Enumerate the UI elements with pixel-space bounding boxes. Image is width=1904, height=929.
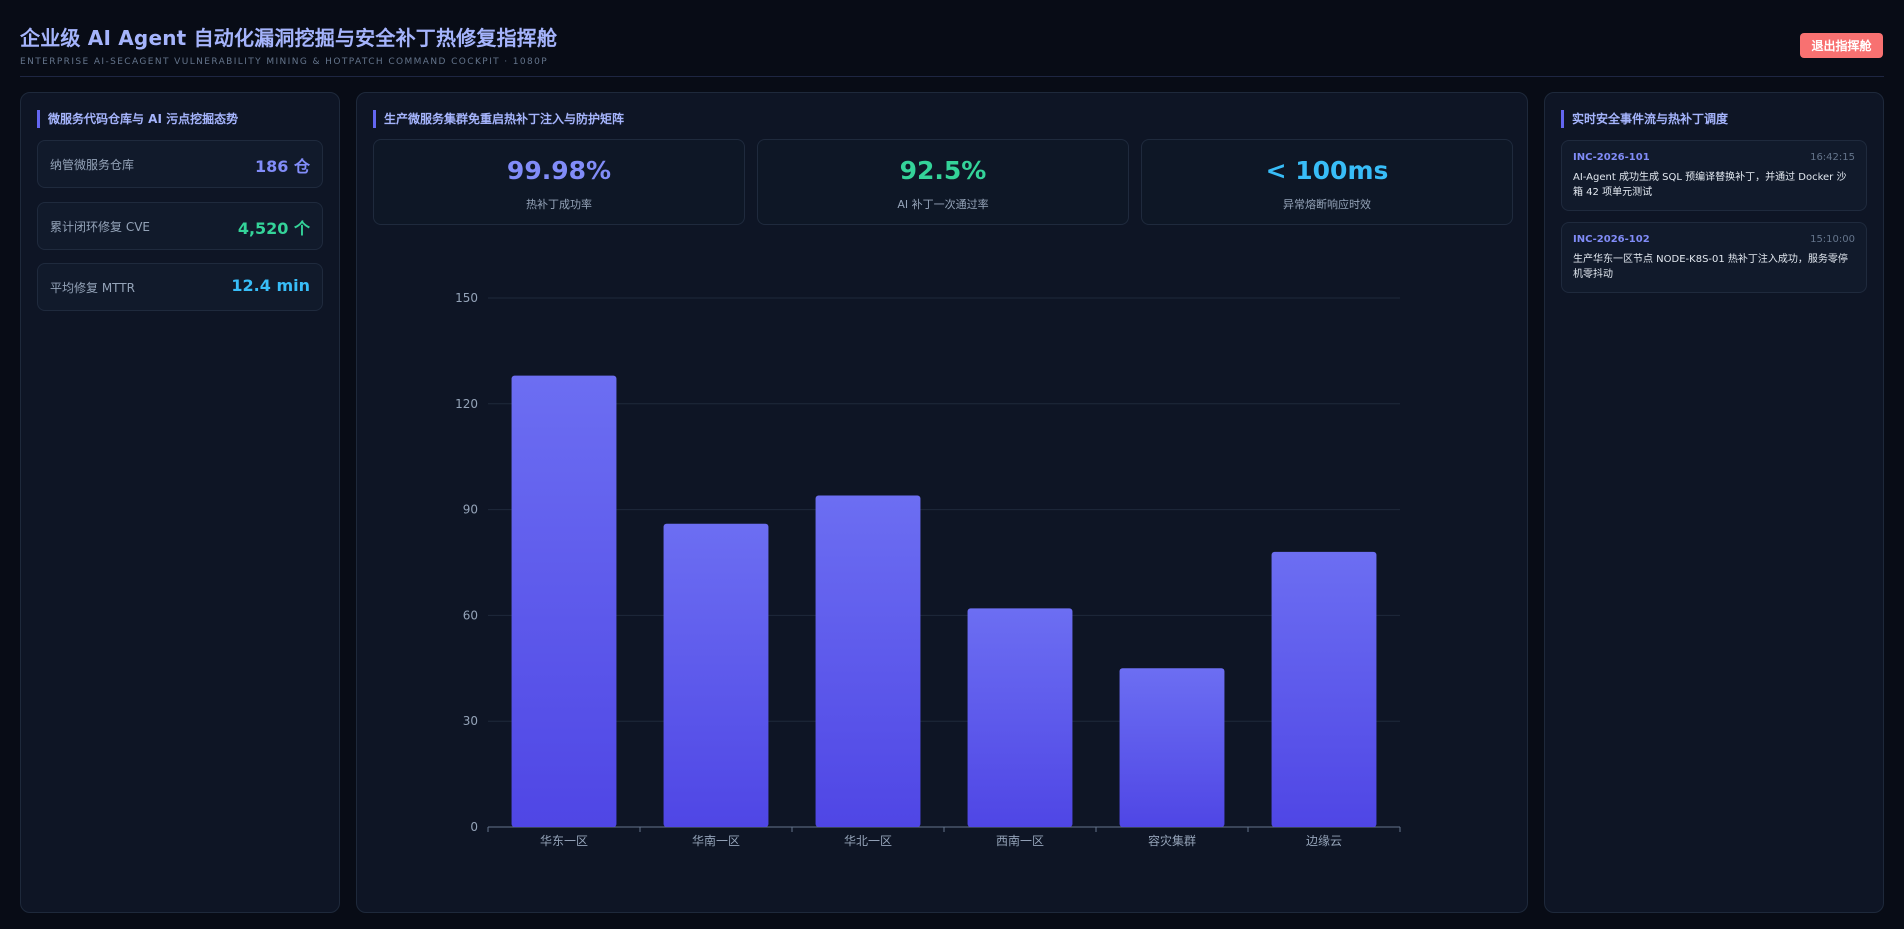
- kpi-value: < 100ms: [1265, 156, 1389, 185]
- kpi-value: 92.5%: [899, 156, 987, 185]
- bar: [511, 375, 617, 827]
- repo-status-panel: 微服务代码仓库与 AI 污点挖掘态势 纳管微服务仓库 186 仓 累计闭环修复 …: [20, 92, 340, 913]
- x-tick-label: 西南一区: [996, 833, 1044, 848]
- panel-title-repo: 微服务代码仓库与 AI 污点挖掘态势: [37, 110, 238, 128]
- stat-row-repos: 纳管微服务仓库 186 仓: [37, 140, 323, 188]
- y-tick-label: 60: [463, 608, 478, 622]
- stat-value: 186 仓: [255, 157, 310, 176]
- event-item[interactable]: INC-2026-102 15:10:00 生产华东一区节点 NODE-K8S-…: [1561, 222, 1867, 293]
- bar: [967, 608, 1073, 827]
- kpi-label: 异常熔断响应时效: [1283, 198, 1371, 211]
- event-id: INC-2026-102: [1573, 234, 1650, 245]
- event-id: INC-2026-101: [1573, 152, 1650, 163]
- event-text: AI-Agent 成功生成 SQL 预编译替换补丁，并通过 Docker 沙箱 …: [1573, 172, 1847, 198]
- kpi-label: 热补丁成功率: [526, 198, 592, 211]
- stat-label: 累计闭环修复 CVE: [50, 220, 150, 234]
- y-tick-label: 30: [463, 714, 478, 728]
- x-tick-label: 华东一区: [540, 834, 588, 848]
- event-stream-panel: 实时安全事件流与热补丁调度 INC-2026-101 16:42:15 AI-A…: [1544, 92, 1884, 913]
- bar: [1271, 551, 1377, 827]
- bar: [663, 523, 769, 827]
- exit-cockpit-button[interactable]: 退出指挥舱: [1800, 33, 1883, 58]
- kpi-label: AI 补丁一次通过率: [897, 198, 989, 211]
- y-tick-label: 120: [455, 397, 478, 411]
- kpi-value: 99.98%: [506, 156, 612, 185]
- stat-row-cve: 累计闭环修复 CVE 4,520 个: [37, 202, 323, 250]
- y-tick-label: 90: [463, 503, 478, 517]
- page-title: 企业级 AI Agent 自动化漏洞挖掘与安全补丁热修复指挥舱: [20, 26, 558, 50]
- kpi-card-response-time: < 100ms 异常熔断响应时效: [1141, 139, 1513, 225]
- x-tick-label: 边缘云: [1306, 834, 1342, 848]
- event-time: 15:10:00: [1810, 234, 1855, 245]
- stat-value: 4,520 个: [237, 219, 310, 238]
- event-text: 生产华东一区节点 NODE-K8S-01 热补丁注入成功，服务零停机零抖动: [1573, 254, 1848, 280]
- panel-title-matrix: 生产微服务集群免重启热补丁注入与防护矩阵: [373, 110, 624, 128]
- kpi-card-pass-rate: 92.5% AI 补丁一次通过率: [757, 139, 1129, 225]
- event-time: 16:42:15: [1810, 152, 1855, 163]
- stat-label: 平均修复 MTTR: [50, 281, 135, 295]
- bar: [815, 495, 921, 827]
- stat-label: 纳管微服务仓库: [50, 158, 135, 172]
- bar: [1119, 668, 1225, 827]
- y-tick-label: 0: [470, 820, 478, 834]
- cluster-bar-chart: 0 30 60 90 120 150 华东一区 华南一区 华北一区 西南一区 容灾集群 边缘云: [455, 291, 1401, 848]
- panel-title-events: 实时安全事件流与热补丁调度: [1561, 110, 1728, 128]
- event-item[interactable]: INC-2026-101 16:42:15 AI-Agent 成功生成 SQL …: [1561, 140, 1867, 211]
- stat-row-mttr: 平均修复 MTTR 12.4 min: [37, 263, 323, 311]
- x-tick-label: 华北一区: [844, 834, 892, 848]
- header: 企业级 AI Agent 自动化漏洞挖掘与安全补丁热修复指挥舱 ENTERPRI…: [20, 0, 1884, 77]
- page-subtitle: ENTERPRISE AI-SECAGENT VULNERABILITY MIN…: [20, 57, 549, 67]
- x-tick-label: 容灾集群: [1148, 833, 1196, 848]
- stat-value: 12.4 min: [231, 276, 310, 295]
- kpi-card-success-rate: 99.98% 热补丁成功率: [373, 139, 745, 225]
- x-tick-label: 华南一区: [692, 833, 740, 848]
- hotpatch-matrix-panel: 生产微服务集群免重启热补丁注入与防护矩阵 99.98% 热补丁成功率 92.5%…: [356, 92, 1528, 913]
- y-tick-label: 150: [455, 291, 478, 305]
